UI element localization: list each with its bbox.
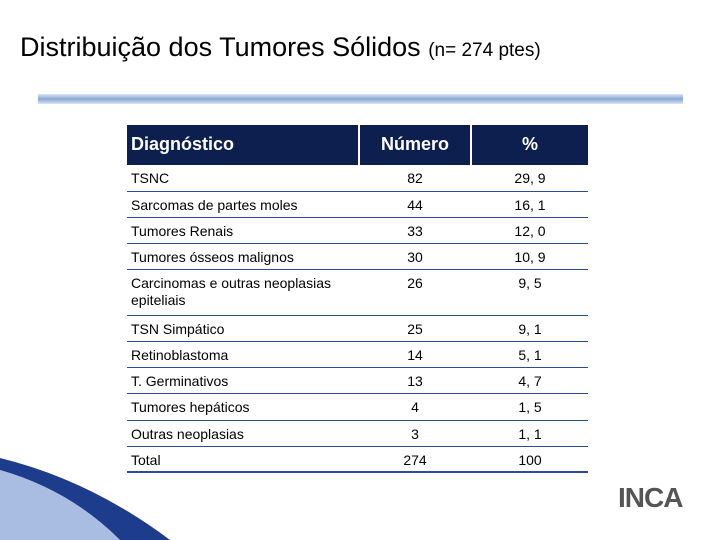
table-cell: 1, 5 [518,399,542,415]
table-cell: 274 [403,452,427,468]
header-cell: Diagnóstico [127,125,358,165]
table-cell: 4, 7 [518,373,542,389]
table-cell: 9, 5 [518,275,542,291]
title: Distribuição dos Tumores Sólidos [20,32,421,62]
table-cell: Tumores hepáticos [131,399,250,415]
decoration [0,458,170,540]
table-cell: Tumores ósseos malignos [131,249,294,265]
logo: INCA [618,482,683,513]
table-cell: 26 [407,275,423,291]
header-cell: % [472,125,588,165]
table-cell: 100 [518,452,542,468]
table-cell: Carcinomas e outras neoplasias epiteliai… [131,275,331,308]
header-row: Diagnóstico Número% [127,125,588,165]
table-row: T. Germinativos 13 4, 7 [127,368,588,394]
title-line: Distribuição dos Tumores Sólidos (n= 274… [20,32,541,63]
table-cell: Retinoblastoma [131,347,229,363]
table-row: Tumores hepáticos 4 1, 5 [127,394,588,421]
table-cell: 3 [411,426,419,442]
table-cell: Total [131,452,161,468]
table-cell: 29, 9 [514,170,546,186]
table-row: Tumores Renais 33 12, 0 [127,218,588,244]
table-row: Total 274 100 [127,447,588,473]
header-cell: Número [360,125,470,165]
title-rule [38,94,683,104]
table-cell: 5, 1 [518,347,542,363]
table-cell: 44 [407,197,423,213]
table-cell: Tumores Renais [131,223,234,239]
table-cell: 9, 1 [518,321,542,337]
table-row: Outras neoplasias 3 1, 1 [127,421,588,447]
table-row: TSN Simpático 25 9, 1 [127,316,588,342]
table-row: Retinoblastoma 14 5, 1 [127,342,588,368]
table-row: Carcinomas e outras neoplasias epiteliai… [127,270,588,316]
table-row: TSNC 82 29, 9 [127,165,588,192]
subtitle: (n= 274 ptes) [428,40,541,61]
table-cell: TSNC [131,170,170,186]
table-cell: 4 [411,399,419,415]
table-cell: 12, 0 [514,223,546,239]
table-cell: 33 [407,223,423,239]
table-cell: 16, 1 [514,197,546,213]
table-cell: TSN Simpático [131,321,225,337]
table-cell: T. Germinativos [131,373,229,389]
table-row: Sarcomas de partes moles 44 16, 1 [127,192,588,218]
table-cell: Sarcomas de partes moles [131,197,298,213]
table-cell: 25 [407,321,423,337]
table-cell: 82 [407,170,423,186]
table-cell: 1, 1 [518,426,542,442]
table-cell: 13 [407,373,423,389]
table-cell: 10, 9 [514,249,546,265]
table-cell: 30 [407,249,423,265]
table-cell: Outras neoplasias [131,426,244,442]
table-row: Tumores ósseos malignos 30 10, 9 [127,244,588,270]
table-cell: 14 [407,347,423,363]
